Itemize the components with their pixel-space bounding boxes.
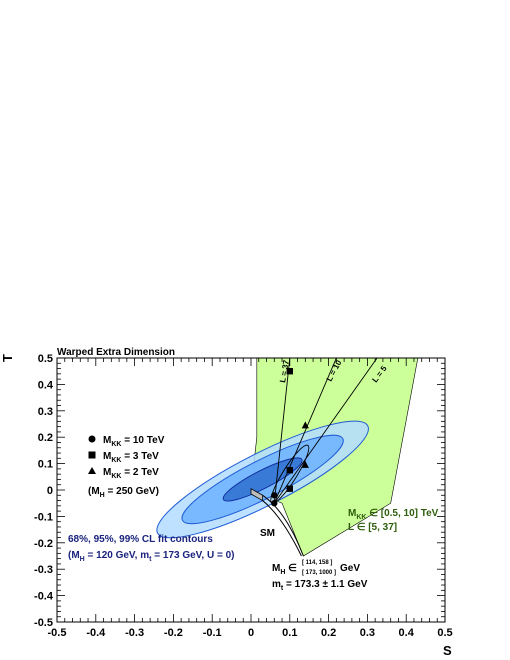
L37-label: L = 37 <box>278 359 291 384</box>
y-tick-label: -0.3 <box>34 564 53 576</box>
y-axis-label: T <box>0 354 15 362</box>
x-tick-label: 0.4 <box>399 627 415 639</box>
sm-params: MH ∈ [ 114, 158 ] [ 173, 1000 ] GeV mt =… <box>272 560 368 592</box>
sm-mh-unit: GeV <box>340 563 360 574</box>
x-tick-label: -0.4 <box>86 627 106 639</box>
legend-mkk2: MKK = 2 TeV <box>103 467 159 480</box>
y-tick-label: 0.4 <box>38 379 54 391</box>
y-tick-label: -0.2 <box>34 538 53 550</box>
y-tick-label: 0.5 <box>38 353 53 365</box>
contour-caption-line1: 68%, 95%, 99% CL fit contours <box>68 534 213 545</box>
y-tick-label: 0 <box>47 485 53 497</box>
y-tick-label: -0.1 <box>34 511 53 523</box>
x-tick-label: 0 <box>248 627 254 639</box>
marker-legend: MKK = 10 TeV MKK = 3 TeV MKK = 2 TeV (MH… <box>88 435 165 499</box>
x-tick-label: -0.5 <box>48 627 67 639</box>
marker-circle-0 <box>271 492 278 499</box>
legend-mkk10: MKK = 10 TeV <box>103 435 165 448</box>
y-tick-label: -0.5 <box>34 617 53 629</box>
legend-mkk3: MKK = 3 TeV <box>103 451 159 464</box>
x-tick-label: 0.5 <box>437 627 452 639</box>
x-tick-label: 0.2 <box>321 627 336 639</box>
y-tick-label: -0.4 <box>34 591 54 603</box>
y-tick-label: 0.1 <box>38 459 53 471</box>
contour-68 <box>222 457 303 502</box>
sm-curve-1 <box>262 500 302 557</box>
sm-mh-range-bottom: [ 173, 1000 ] <box>302 570 336 576</box>
x-tick-label: -0.3 <box>125 627 144 639</box>
marker-circle-1 <box>271 500 278 507</box>
x-tick-label: 0.3 <box>360 627 375 639</box>
region-caption-line2: L ∈ [5, 37] <box>348 522 397 533</box>
sm-mt-value: mt = 173.3 ± 1.1 GeV <box>272 579 368 592</box>
L-line-1 <box>273 358 337 504</box>
region-caption-line1: MKK ∈ [0.5, 10] TeV <box>348 508 439 521</box>
marker-square-0 <box>286 368 293 375</box>
x-tick-label: 0.1 <box>282 627 297 639</box>
sm-label: SM <box>260 528 275 539</box>
marker-square-2 <box>286 485 293 492</box>
legend-triangle-marker <box>88 467 96 474</box>
marker-square-1 <box>286 467 293 474</box>
y-tick-label: 0.3 <box>38 406 53 418</box>
x-tick-label: -0.2 <box>164 627 183 639</box>
contour-caption: 68%, 95%, 99% CL fit contours (MH = 120 … <box>68 534 235 563</box>
legend-circle-marker <box>88 435 96 443</box>
contour-caption-line2: (MH = 120 GeV, mt = 173 GeV, U = 0) <box>68 550 235 563</box>
plot-area <box>156 358 419 557</box>
axes: -0.5 -0.4 -0.3 -0.2 -0.1 0 0.1 0.2 0.3 0.4 0.5 -0.5… <box>34 353 453 639</box>
plot-content <box>156 358 419 557</box>
marker-triangle-0 <box>301 421 309 429</box>
region-caption: MKK ∈ [0.5, 10] TeV L ∈ [5, 37] <box>348 508 439 533</box>
L-line-0 <box>273 358 291 504</box>
sm-curve-0 <box>262 494 304 557</box>
x-axis-label: S <box>443 643 452 658</box>
sm-mh-range: MH ∈ <box>272 563 297 576</box>
L-line-2 <box>273 358 378 504</box>
chart-title: Warped Extra Dimension <box>57 347 175 358</box>
legend-mh-note: (MH = 250 GeV) <box>88 486 159 499</box>
marker-triangle-1 <box>301 460 309 468</box>
legend-square-marker <box>88 451 96 459</box>
x-tick-label: -0.1 <box>203 627 222 639</box>
y-tick-label: 0.2 <box>38 432 53 444</box>
sm-mh-range-top: [ 114, 158 ] <box>302 560 332 566</box>
